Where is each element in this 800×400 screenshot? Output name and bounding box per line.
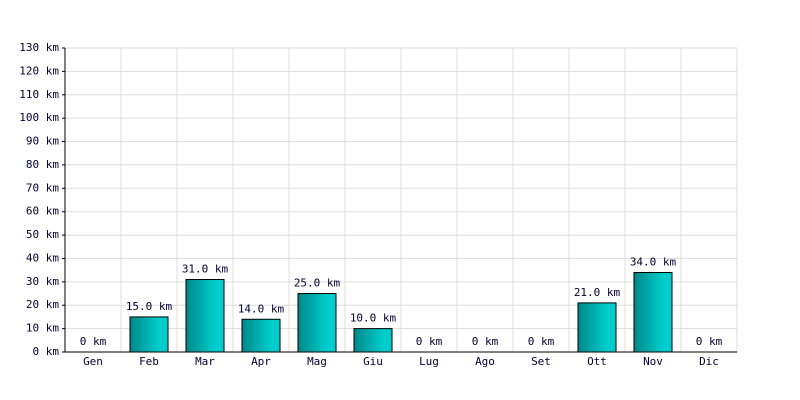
x-tick-label: Apr <box>251 355 271 368</box>
value-label: 0 km <box>528 335 555 348</box>
value-label: 21.0 km <box>574 286 621 299</box>
y-tick-label: 0 km <box>33 345 60 358</box>
y-tick-label: 130 km <box>19 41 59 54</box>
bar <box>185 279 225 353</box>
bar <box>241 318 281 353</box>
y-tick-label: 100 km <box>19 111 59 124</box>
bar <box>577 302 617 353</box>
y-tick-label: 20 km <box>26 298 59 311</box>
value-label: 0 km <box>472 335 499 348</box>
y-tick-label: 110 km <box>19 88 59 101</box>
x-tick-label: Ago <box>475 355 495 368</box>
y-tick-label: 70 km <box>26 181 59 194</box>
value-label: 10.0 km <box>350 312 397 325</box>
value-label: 14.0 km <box>238 302 285 315</box>
y-tick-label: 50 km <box>26 228 59 241</box>
bar <box>633 271 673 353</box>
x-tick-label: Dic <box>699 355 719 368</box>
value-label: 15.0 km <box>126 300 173 313</box>
y-tick-label: 10 km <box>26 322 59 335</box>
y-tick-label: 30 km <box>26 275 59 288</box>
value-label: 0 km <box>80 335 107 348</box>
value-label: 25.0 km <box>294 277 341 290</box>
y-tick-label: 40 km <box>26 251 59 264</box>
y-tick-label: 60 km <box>26 205 59 218</box>
y-tick-label: 80 km <box>26 158 59 171</box>
y-tick-label: 90 km <box>26 135 59 148</box>
value-label: 34.0 km <box>630 255 677 268</box>
x-tick-label: Mag <box>307 355 327 368</box>
x-tick-label: Nov <box>643 355 663 368</box>
x-tick-label: Lug <box>419 355 439 368</box>
bar <box>297 293 337 353</box>
value-label: 0 km <box>416 335 443 348</box>
x-tick-label: Ott <box>587 355 607 368</box>
value-label: 31.0 km <box>182 263 229 276</box>
bar <box>129 316 169 353</box>
x-tick-label: Giu <box>363 355 383 368</box>
x-tick-label: Mar <box>195 355 215 368</box>
value-label: 0 km <box>696 335 723 348</box>
x-tick-label: Gen <box>83 355 103 368</box>
x-tick-label: Feb <box>139 355 159 368</box>
x-tick-label: Set <box>531 355 551 368</box>
bar <box>353 328 393 353</box>
y-tick-label: 120 km <box>19 64 59 77</box>
